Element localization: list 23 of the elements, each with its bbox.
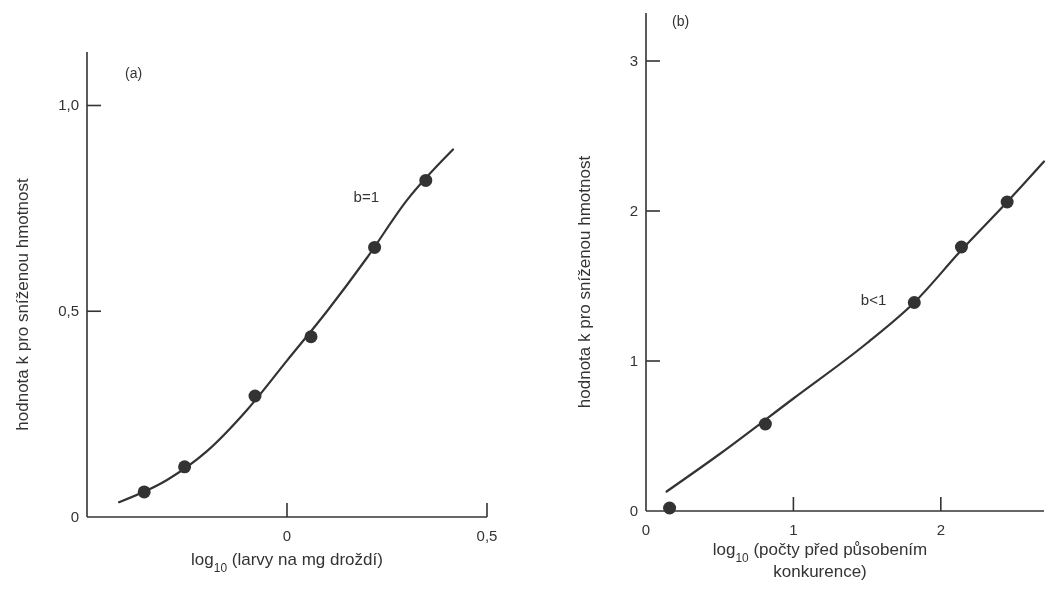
chart-title: (b) <box>672 13 690 29</box>
y-tick-label: 1 <box>629 352 638 369</box>
y-tick-label: 0 <box>70 508 79 525</box>
line-series <box>665 160 1046 493</box>
y-axis-title: hodnota k pro sníženou hmotnost <box>575 155 594 409</box>
x-tick-label: 0 <box>282 527 292 544</box>
series-label: b=1 <box>353 188 379 206</box>
x-tick-label: 0 <box>641 521 651 538</box>
text: (a) <box>125 65 143 81</box>
y-tick-label: 1,0 <box>58 96 79 114</box>
point <box>663 501 677 515</box>
x-tick-label: 2 <box>936 521 945 538</box>
y-tick-label: 2 <box>629 202 638 219</box>
x-tick-label: 1 <box>789 521 798 538</box>
x-axis-title: log$_{10}$ (larvy na mg droždí) <box>191 550 383 575</box>
x-axis-title: log$_{10}$ (počty před působením konkurence) <box>712 540 928 581</box>
line-series <box>117 148 455 504</box>
series-label: b<1 <box>860 290 887 308</box>
y-tick-label: 0,5 <box>58 302 79 320</box>
y-axis-title: hodnota k pro sníženou hmotnost <box>13 178 32 431</box>
y-tick-label: 3 <box>629 52 638 69</box>
x-tick-label: 0,5 <box>476 527 498 544</box>
y-tick-label: 0 <box>629 502 638 519</box>
